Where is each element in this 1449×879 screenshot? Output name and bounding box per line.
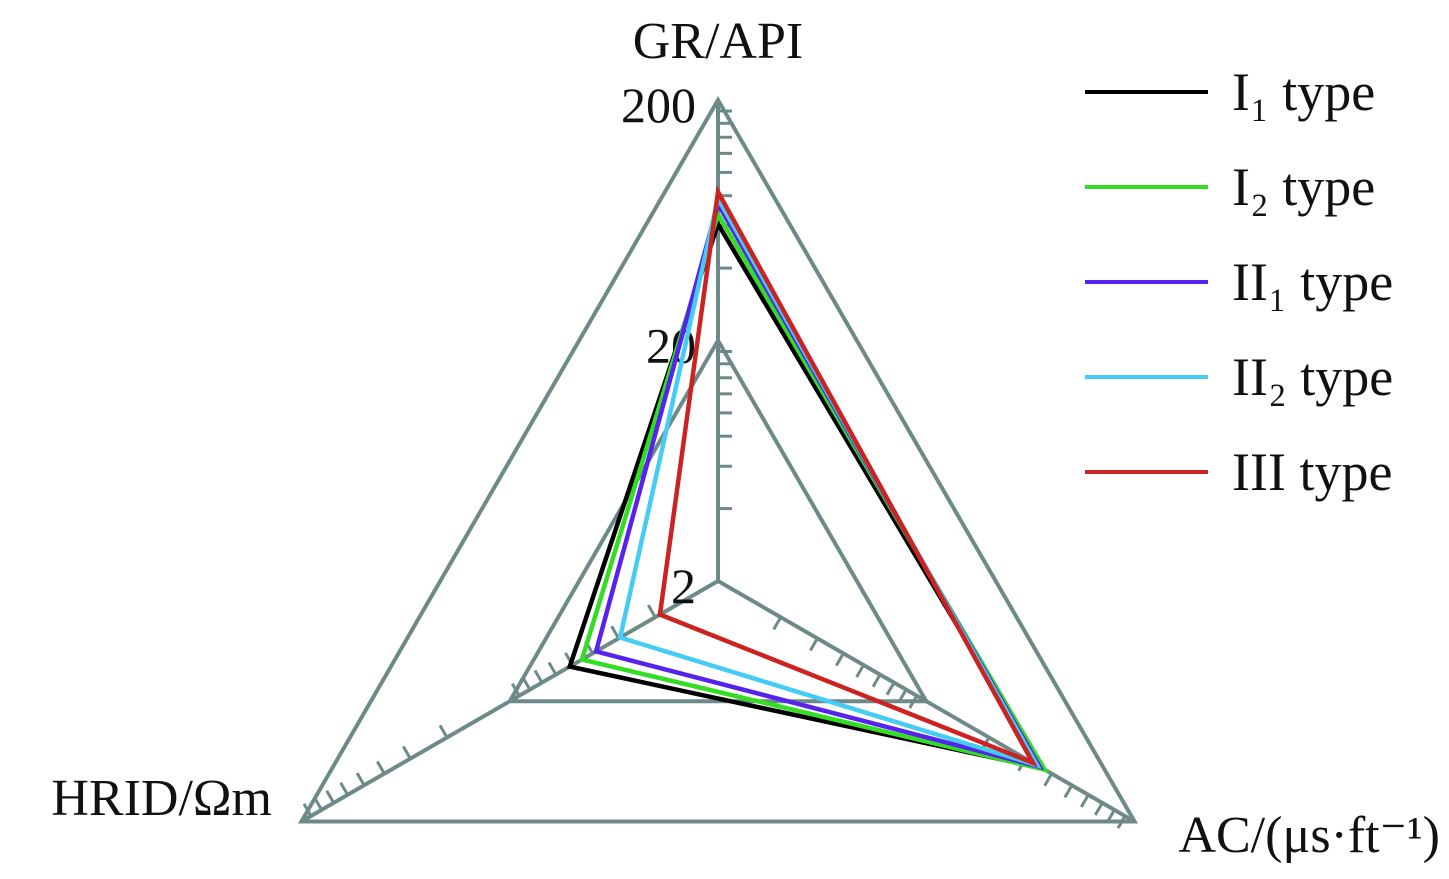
axis-tick (325, 789, 336, 804)
axis-tick (1106, 809, 1116, 823)
legend-label-2: II₁ type (1232, 252, 1393, 312)
legend-label-4: III type (1232, 442, 1392, 502)
axis-tick (835, 652, 845, 667)
series-polygon-2 (593, 198, 1045, 771)
axis-tick (908, 694, 919, 709)
axis-tick (376, 760, 386, 775)
axis-tick (1093, 802, 1104, 816)
axis-tick (339, 781, 349, 796)
axis-tick (871, 673, 882, 688)
axis-tick (402, 745, 412, 760)
series-polygon-4 (657, 184, 1038, 768)
axis-tick (897, 688, 908, 703)
axis-tick (772, 616, 782, 631)
axis-tick (510, 682, 521, 697)
axis-label-2: HRID/Ωm (51, 770, 272, 827)
axis-tick (647, 604, 657, 618)
axis-tick (1043, 772, 1053, 787)
axis-tick (1063, 784, 1074, 799)
axis-tick (533, 669, 544, 684)
axis-label-1: AC/(μs·ft⁻¹) (1178, 807, 1440, 864)
axis-tick (885, 681, 896, 696)
axis-line-2 (300, 579, 719, 824)
axis-tick (313, 796, 323, 811)
legend-label-1: I₂ type (1232, 157, 1375, 217)
axis-line-1 (717, 579, 1136, 824)
axis-tick (855, 664, 865, 678)
tick-label-2: 2 (671, 558, 696, 614)
series-polygon-0 (566, 218, 1047, 772)
axis-tick (547, 661, 558, 676)
legend-label-0: I₁ type (1232, 62, 1375, 122)
axis-tick (809, 637, 819, 652)
axis-tick (521, 676, 532, 691)
axis-tick (1080, 794, 1090, 808)
legend-label-3: II₂ type (1232, 347, 1393, 407)
tick-label-200: 200 (621, 77, 696, 133)
axis-tick (610, 625, 620, 640)
axis-label-0: GR/API (633, 13, 803, 70)
axis-tick (1116, 815, 1127, 829)
grid-ring-20 (506, 336, 930, 704)
axis-tick (438, 724, 449, 739)
axis-tick (302, 803, 313, 817)
grid-ring-200 (297, 96, 1139, 824)
axis-tick (355, 772, 366, 787)
